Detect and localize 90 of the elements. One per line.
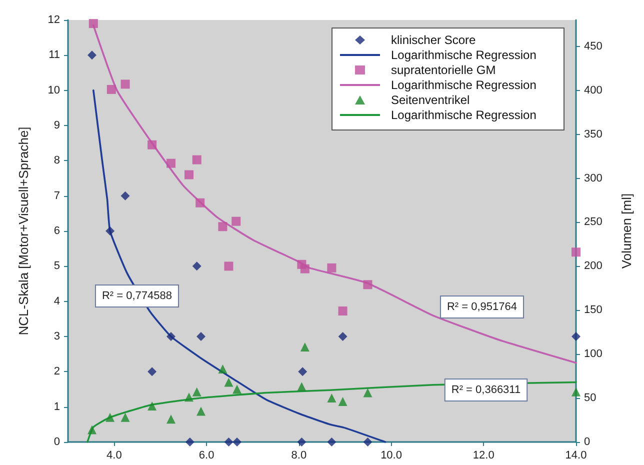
point (338, 397, 348, 406)
point (120, 80, 130, 89)
y2-tick-label: 50 (584, 392, 596, 404)
point (232, 216, 241, 226)
annotation: R² = 0,366311 (451, 384, 521, 396)
point (88, 50, 97, 60)
point (363, 438, 372, 446)
legend-label: Logarithmische Regression (391, 78, 536, 92)
point (218, 222, 228, 232)
legend-label: Logarithmische Regression (391, 48, 536, 62)
y-tick-label: 10 (48, 84, 60, 96)
x-tick-label: 8.0 (291, 450, 307, 462)
point (572, 248, 580, 257)
point (120, 191, 130, 200)
point (338, 332, 348, 341)
x-tick-label: 12.0 (472, 450, 494, 462)
y2-tick-label: 150 (584, 304, 602, 316)
y2-tick-label: 350 (584, 128, 602, 140)
y-tick-label: 6 (54, 225, 60, 237)
y2-tick-label: 300 (584, 172, 602, 184)
y-tick-label: 1 (54, 400, 60, 413)
point (327, 438, 336, 446)
x-tick-label: 6.0 (198, 450, 214, 462)
point (166, 332, 176, 341)
y-tick-label: 9 (54, 120, 60, 132)
y-tick-label: 8 (54, 154, 60, 167)
point (166, 414, 176, 424)
point (232, 384, 242, 394)
point (192, 387, 202, 396)
point (572, 332, 580, 341)
point (192, 155, 202, 164)
point (224, 438, 234, 446)
point (300, 342, 310, 352)
y-tick-label: 2 (54, 366, 60, 378)
point (148, 401, 157, 410)
point (166, 158, 176, 168)
y2-axis-title: Volumen [ml] (619, 193, 634, 269)
annotation: R² = 0,951764 (446, 301, 518, 313)
y-tick-label: 5 (54, 260, 60, 272)
line-series (92, 89, 386, 443)
y-axis-title: NCL-Skala [Motor+Visuell+Sprache] (16, 126, 31, 336)
y-tick-label: 3 (54, 330, 60, 342)
y2-tick-label: 200 (584, 260, 602, 272)
y-tick-label: 7 (54, 190, 60, 202)
point (184, 392, 194, 402)
legend-label: Seitenventrikel (391, 93, 470, 107)
point (120, 412, 130, 422)
point (185, 438, 194, 446)
point (298, 367, 308, 376)
point (224, 262, 234, 271)
point (196, 332, 206, 341)
x-tick-label: 14.0 (565, 450, 587, 462)
legend-label: klinischer Score (391, 33, 476, 47)
point (106, 412, 115, 422)
point (224, 378, 234, 387)
legend-label: supratentorielle GM (391, 63, 496, 77)
y2-tick-label: 250 (584, 216, 602, 228)
y-tick-label: 0 (54, 436, 60, 448)
point (196, 198, 205, 208)
point (148, 367, 157, 376)
annotation: R² = 0,774588 (102, 290, 172, 302)
point (106, 226, 115, 236)
legend-label: Logarithmische Regression (391, 108, 536, 122)
point (300, 264, 310, 274)
y-tick-label: 11 (48, 49, 60, 62)
point (327, 394, 336, 403)
x-tick-label: 4.0 (106, 450, 122, 462)
y-tick-label: 12 (48, 14, 60, 26)
point (218, 364, 228, 374)
y2-tick-label: 450 (584, 40, 602, 52)
point (297, 438, 306, 446)
point (88, 19, 98, 28)
y-tick-label: 4 (54, 295, 60, 308)
point (327, 263, 336, 272)
point (363, 280, 372, 290)
point (363, 388, 372, 398)
point (192, 262, 202, 271)
point (196, 406, 206, 416)
point (572, 387, 580, 396)
y2-tick-label: 100 (584, 348, 602, 360)
point (232, 438, 242, 446)
point (106, 84, 116, 94)
y2-tick-label: 400 (584, 84, 602, 96)
point (297, 382, 306, 392)
y2-tick-label: 0 (584, 436, 590, 448)
point (184, 170, 194, 180)
point (148, 140, 157, 150)
x-tick-label: 10.0 (380, 450, 402, 462)
point (88, 425, 97, 434)
point (338, 306, 348, 316)
